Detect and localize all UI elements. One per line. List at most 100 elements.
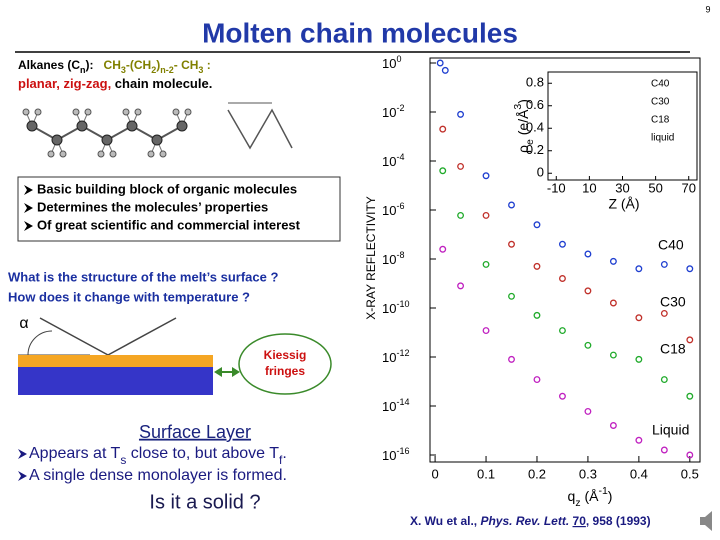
hydrogen xyxy=(72,108,80,116)
data-point xyxy=(441,66,449,74)
inset-legend-bg xyxy=(648,77,694,91)
tick-base: 10 xyxy=(382,56,396,71)
tick-base: 10 xyxy=(382,105,396,120)
data-point xyxy=(439,167,447,175)
tick-exponent: -2 xyxy=(396,103,404,113)
geometry-sketch xyxy=(227,108,293,150)
text-run: 2 xyxy=(151,65,156,75)
data-point xyxy=(439,245,447,253)
hydrogen xyxy=(122,108,130,116)
y-tick-label: 10-4 xyxy=(382,152,404,169)
inset-x-tick-label: 70 xyxy=(681,180,695,195)
data-point xyxy=(436,59,444,67)
x-tick-label: 0.5 xyxy=(681,466,699,481)
data-point xyxy=(686,265,694,273)
data-point xyxy=(635,355,643,363)
text-run: (e/Å xyxy=(515,109,531,139)
hydrogen xyxy=(172,108,180,116)
slide-title: Molten chain molecules xyxy=(202,17,518,48)
formula-line: Alkanes (Cn): CH3-(CH2)n-2- CH3 : xyxy=(18,58,211,75)
y-tick-label: 10-8 xyxy=(382,250,404,267)
carbon xyxy=(101,134,113,146)
inset-legend-bg xyxy=(648,131,694,145)
y-tick-label: 10-14 xyxy=(382,397,409,414)
carbon xyxy=(51,134,63,146)
hydrogen xyxy=(59,150,67,158)
data-point xyxy=(533,376,541,384)
bullet-box xyxy=(17,176,341,242)
data-point xyxy=(533,311,541,319)
y-tick-label: 10-12 xyxy=(382,348,409,365)
text-run: n-2 xyxy=(160,65,174,75)
data-point xyxy=(635,436,643,444)
hydrogen xyxy=(47,150,55,158)
carbon xyxy=(126,120,138,132)
fringes-label: Kiessig xyxy=(264,348,307,362)
text-run: -1 xyxy=(598,485,607,497)
carbon xyxy=(26,120,38,132)
data-point xyxy=(559,275,566,282)
series-label: C40 xyxy=(658,237,684,253)
bullet-arrow xyxy=(18,471,27,481)
data-point xyxy=(559,240,566,248)
data-point xyxy=(457,162,465,170)
text-run: Appears at T xyxy=(29,445,121,462)
data-point xyxy=(508,355,515,363)
data-point xyxy=(508,201,515,209)
data-point xyxy=(609,351,617,359)
text-run: q xyxy=(568,488,576,504)
bulk-bar xyxy=(18,367,213,395)
data-point xyxy=(482,260,490,268)
text-run: 3 xyxy=(512,104,524,110)
inset-x-tick-label: 50 xyxy=(648,180,662,195)
data-point xyxy=(686,451,694,459)
inset-y-tick-label: 0.8 xyxy=(526,75,544,90)
section-heading: Surface Layer xyxy=(139,422,251,442)
text-run: A single dense monolayer is formed. xyxy=(29,467,287,484)
surface-point: A single dense monolayer is formed. xyxy=(29,467,287,484)
closing-question: Is it a solid ? xyxy=(149,491,260,513)
y-tick-label: 10-16 xyxy=(382,446,409,463)
text-run: CH xyxy=(104,58,121,72)
x-tick-label: 0.1 xyxy=(477,466,495,481)
hydrogen xyxy=(97,150,105,158)
data-point xyxy=(457,211,465,219)
data-point xyxy=(584,250,592,258)
data-point xyxy=(660,260,668,268)
data-point xyxy=(635,265,643,273)
text-run: -(CH xyxy=(126,58,151,72)
tick-base: 10 xyxy=(382,301,396,316)
data-point xyxy=(660,446,668,454)
bullet-text: Basic building block of organic molecule… xyxy=(37,181,297,196)
x-axis-label: qz (Å-1) xyxy=(568,485,613,509)
surface-point: Appears at Ts close to, but above Tf. xyxy=(29,445,287,467)
data-point xyxy=(533,221,541,229)
text-run: e xyxy=(524,139,536,145)
y-tick-label: 10-10 xyxy=(382,299,409,316)
tick-exponent: -10 xyxy=(396,299,409,309)
bullet-arrow xyxy=(24,185,33,195)
text-run: n xyxy=(80,65,86,75)
inset-x-tick-label: 10 xyxy=(582,180,596,195)
text-run: s xyxy=(120,453,126,467)
series-label: C18 xyxy=(660,341,686,357)
series-label: C30 xyxy=(660,294,686,310)
inset-legend-bg xyxy=(648,113,694,127)
surface-layer-bar xyxy=(18,355,213,367)
data-point xyxy=(482,211,490,219)
y-tick-label: 10-2 xyxy=(382,103,404,120)
data-point xyxy=(686,392,694,400)
x-tick-label: 0.4 xyxy=(630,466,648,481)
fringes-ellipse xyxy=(238,333,332,395)
text-run: ) xyxy=(608,488,613,504)
y-tick-label: 10-6 xyxy=(382,201,404,218)
arrow-head xyxy=(214,367,222,377)
inset-y-tick-label: 0.4 xyxy=(526,120,544,135)
text-run: z xyxy=(575,497,580,509)
text-run: ): xyxy=(86,58,104,72)
x-tick-label: 0.3 xyxy=(579,466,597,481)
text-run: : xyxy=(203,58,210,72)
text-run: 3 xyxy=(198,65,203,75)
